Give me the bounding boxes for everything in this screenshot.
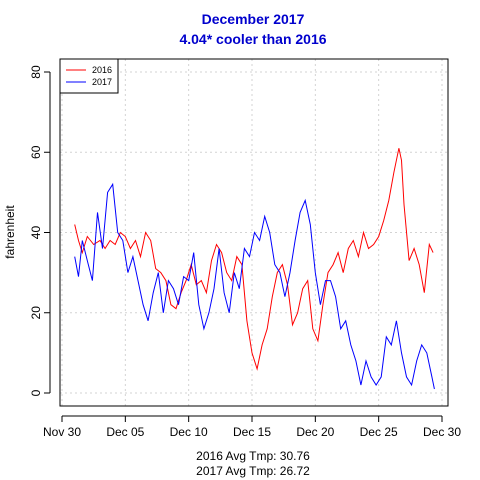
- series-layer: [75, 148, 435, 389]
- legend-label-2017: 2017: [92, 77, 112, 87]
- y-tick-label-0: 0: [29, 389, 43, 396]
- y-axis: 0 20 40 60 80: [29, 65, 50, 396]
- chart-title: December 2017: [202, 11, 305, 27]
- series-line-2017: [75, 184, 435, 389]
- x-tick-label-3: Dec 15: [233, 425, 271, 439]
- x-axis: Nov 30 Dec 05 Dec 10 Dec 15 Dec 20 Dec 25 Dec …: [43, 416, 461, 439]
- chart-subtitle: 4.04* cooler than 2016: [179, 31, 326, 47]
- annotation-2016-avg: 2016 Avg Tmp: 30.76: [196, 449, 310, 463]
- y-tick-label-1: 20: [29, 306, 43, 320]
- x-tick-label-0: Nov 30: [43, 425, 81, 439]
- x-tick-label-1: Dec 05: [106, 425, 144, 439]
- x-tick-label-2: Dec 10: [170, 425, 208, 439]
- y-axis-label: fahrenheit: [3, 205, 17, 259]
- x-tick-label-5: Dec 25: [360, 425, 398, 439]
- legend-label-2016: 2016: [92, 65, 112, 75]
- y-tick-label-4: 80: [29, 65, 43, 79]
- x-tick-label-4: Dec 20: [296, 425, 334, 439]
- series-line-2016: [75, 148, 433, 369]
- y-tick-label-3: 60: [29, 145, 43, 159]
- annotation-2017-avg: 2017 Avg Tmp: 26.72: [196, 464, 310, 478]
- y-tick-label-2: 40: [29, 226, 43, 240]
- x-tick-label-6: Dec 30: [423, 425, 461, 439]
- legend: 2016 2017: [60, 59, 118, 93]
